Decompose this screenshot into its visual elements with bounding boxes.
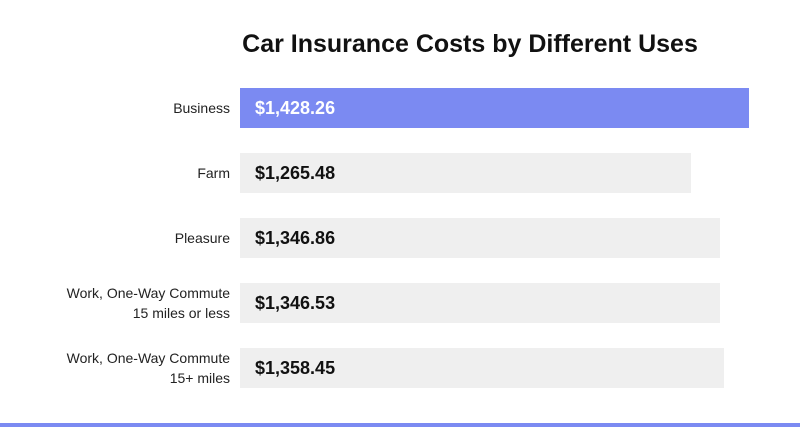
- category-label-line: Pleasure: [174, 230, 230, 246]
- category-label: Pleasure: [175, 218, 230, 258]
- category-label: Farm: [197, 153, 230, 193]
- value-label: $1,265.48: [255, 163, 336, 183]
- category-label-line: 15+ miles: [169, 370, 230, 386]
- category-label-line: Work, One-Way Commute: [66, 350, 230, 366]
- bar: [240, 283, 720, 323]
- category-label-line: 15 miles or less: [132, 305, 230, 321]
- category-label: Work, One-Way Commute 15+ miles: [67, 348, 230, 388]
- value-label: $1,428.26: [255, 98, 336, 118]
- bar-row: Work, One-Way Commute 15+ miles $1,358.45: [0, 348, 800, 388]
- bar: [240, 348, 724, 388]
- chart-title: Car Insurance Costs by Different Uses: [242, 30, 698, 58]
- bar: [240, 88, 749, 128]
- value-label: $1,346.86: [255, 228, 336, 248]
- bar-row: Pleasure $1,346.86: [0, 218, 800, 258]
- category-label-line: Business: [173, 100, 230, 116]
- bar-row: Business $1,428.26: [0, 88, 800, 128]
- category-label-line: Work, One-Way Commute: [66, 285, 230, 301]
- bar-row: Farm $1,265.48: [0, 153, 800, 193]
- category-label: Business: [173, 88, 230, 128]
- value-label: $1,358.45: [255, 358, 336, 378]
- bar-row: Work, One-Way Commute 15 miles or less $1,…: [0, 283, 800, 323]
- bottom-accent-rule: [0, 423, 800, 427]
- category-label: Work, One-Way Commute 15 miles or less: [67, 283, 230, 323]
- bar: [240, 153, 691, 193]
- bar: [240, 218, 720, 258]
- value-label: $1,346.53: [255, 293, 336, 313]
- category-label-line: Farm: [197, 165, 230, 181]
